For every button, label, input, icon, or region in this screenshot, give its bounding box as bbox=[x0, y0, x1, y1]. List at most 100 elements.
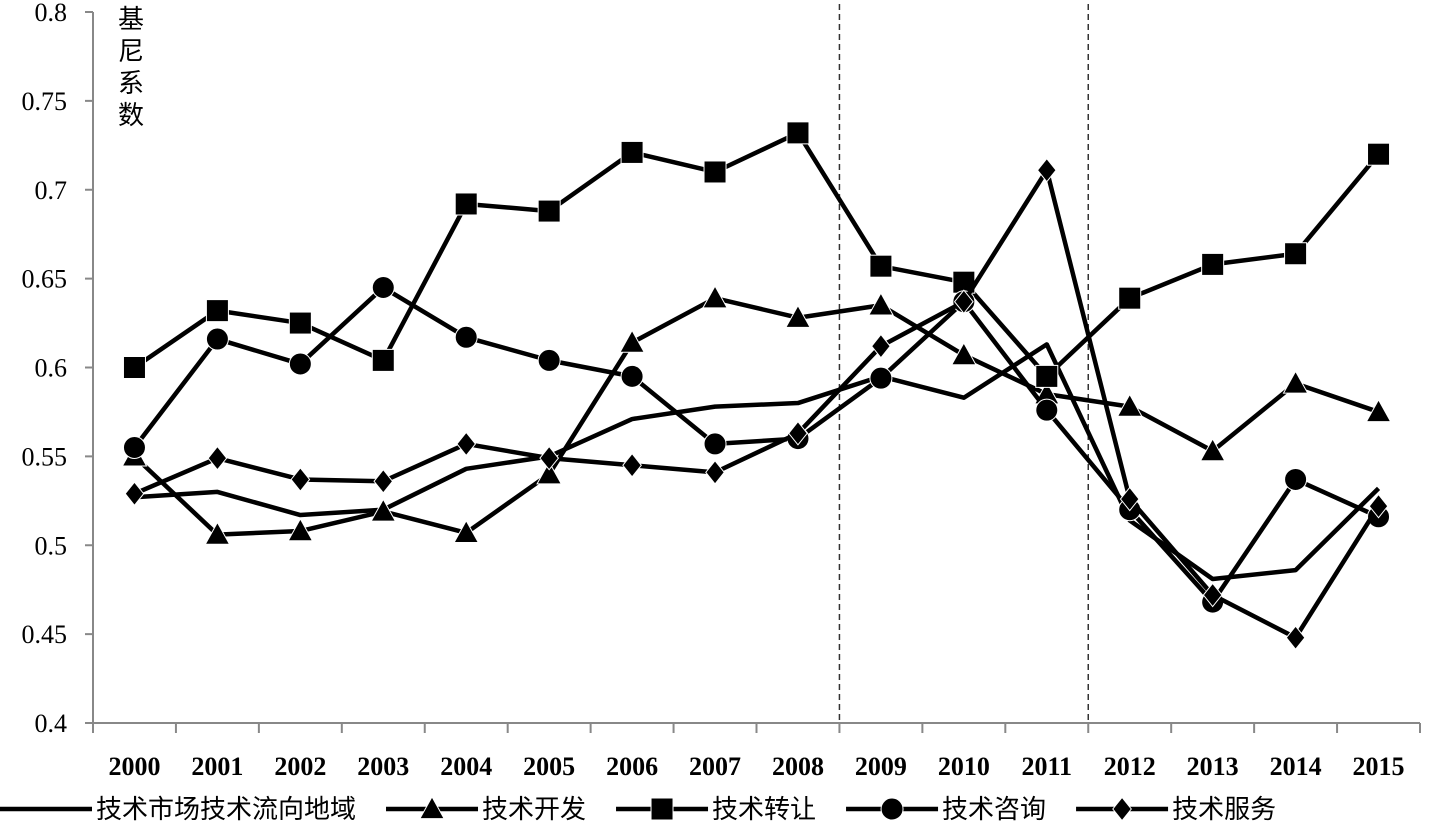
data-point bbox=[454, 325, 478, 349]
x-tick-label: 2014 bbox=[1270, 752, 1322, 781]
series-line bbox=[133, 167, 1381, 640]
data-point bbox=[702, 285, 728, 309]
legend-marker bbox=[880, 797, 904, 821]
legend-item: 技术转让 bbox=[616, 795, 816, 825]
x-tick-label: 2010 bbox=[938, 752, 990, 781]
data-point bbox=[869, 254, 893, 278]
data-point bbox=[207, 445, 228, 471]
series-layer bbox=[121, 121, 1392, 651]
data-point bbox=[371, 276, 395, 300]
data-point bbox=[537, 348, 561, 372]
x-tick-label: 2004 bbox=[440, 752, 492, 781]
data-point bbox=[288, 311, 312, 335]
legend-label: 技术咨询 bbox=[942, 795, 1046, 825]
data-point bbox=[537, 199, 561, 223]
axes: 0.4 0.45 0.5 0.55 0.6 0.65 0.7 0.75 0.8 2000 2001 2… bbox=[22, 0, 1421, 781]
legend-item: 技术服务 bbox=[1076, 795, 1276, 825]
data-point bbox=[867, 292, 894, 316]
data-point bbox=[1282, 370, 1309, 394]
legend-item: 技术市场技术流向地域 bbox=[0, 795, 356, 825]
y-tick-label: 0.5 bbox=[35, 531, 68, 560]
y-tick-label: 0.4 bbox=[35, 709, 68, 738]
data-point bbox=[204, 521, 231, 545]
x-tick-label: 2002 bbox=[274, 752, 326, 781]
x-tick-label: 2006 bbox=[606, 752, 658, 781]
x-tick-label: 2003 bbox=[357, 752, 409, 781]
data-point bbox=[869, 366, 893, 390]
series-line bbox=[132, 295, 1380, 537]
data-point bbox=[1035, 398, 1059, 422]
data-point bbox=[620, 364, 644, 388]
y-tick-label: 0.65 bbox=[22, 265, 68, 294]
y-tick-label: 0.45 bbox=[22, 620, 68, 649]
data-point bbox=[539, 445, 560, 471]
data-point bbox=[122, 435, 146, 459]
y-tick-label: 0.75 bbox=[22, 87, 68, 116]
data-point bbox=[1284, 467, 1308, 491]
data-point bbox=[371, 348, 395, 372]
data-point bbox=[703, 160, 727, 184]
data-point bbox=[453, 519, 480, 543]
data-point bbox=[1201, 252, 1225, 276]
legend-label: 技术转让 bbox=[712, 795, 816, 825]
data-point bbox=[373, 468, 394, 494]
data-point bbox=[536, 461, 563, 485]
series-line bbox=[134, 342, 1381, 582]
data-point bbox=[1118, 286, 1142, 310]
legend-marker bbox=[1112, 796, 1132, 822]
x-tick-label: 2008 bbox=[772, 752, 824, 781]
data-point bbox=[124, 481, 145, 507]
data-point bbox=[1036, 157, 1057, 183]
data-point bbox=[953, 289, 974, 315]
x-tick-label: 2013 bbox=[1187, 752, 1239, 781]
legend-marker bbox=[650, 797, 674, 821]
data-point bbox=[1365, 398, 1392, 423]
series-2 bbox=[122, 121, 1391, 388]
data-point bbox=[620, 140, 644, 164]
data-point bbox=[619, 329, 646, 353]
series-0 bbox=[134, 342, 1381, 582]
data-point bbox=[1285, 625, 1306, 651]
legend-marker bbox=[419, 795, 445, 820]
data-point bbox=[205, 327, 229, 351]
x-tick-label: 2007 bbox=[689, 752, 741, 781]
y-tick-label: 0.8 bbox=[35, 0, 68, 27]
x-tick-label: 2012 bbox=[1104, 752, 1156, 781]
data-point bbox=[122, 356, 146, 379]
series-4 bbox=[124, 157, 1389, 651]
x-tick-label: 2009 bbox=[855, 752, 907, 781]
legend-item: 技术咨询 bbox=[846, 795, 1046, 825]
series-line bbox=[132, 285, 1380, 605]
data-point bbox=[205, 299, 229, 323]
data-point bbox=[1284, 242, 1308, 266]
x-tick-label: 2001 bbox=[191, 752, 243, 781]
data-point bbox=[456, 431, 477, 457]
data-point bbox=[1116, 393, 1143, 417]
data-point bbox=[950, 341, 977, 366]
data-point bbox=[370, 498, 397, 522]
data-point bbox=[1367, 142, 1391, 166]
data-point bbox=[287, 517, 314, 542]
data-point bbox=[705, 460, 725, 485]
data-point bbox=[785, 304, 811, 328]
data-point bbox=[1035, 364, 1059, 388]
y-tick-label: 0.6 bbox=[35, 354, 68, 383]
y-axis-label: 基尼系数 bbox=[118, 5, 144, 131]
y-tick-label: 0.55 bbox=[22, 442, 68, 471]
data-point bbox=[1119, 486, 1140, 512]
y-axis-label-text: 基尼系数 bbox=[118, 5, 144, 131]
data-point bbox=[703, 432, 727, 456]
legend-label: 技术市场技术流向地域 bbox=[96, 795, 356, 825]
legend-item: 技术开发 bbox=[386, 795, 586, 825]
data-point bbox=[290, 467, 311, 492]
legend: 技术市场技术流向地域 技术开发 技术转让 技术咨询 技术服务 bbox=[0, 795, 1276, 825]
data-point bbox=[1368, 493, 1389, 519]
data-point bbox=[1202, 582, 1223, 608]
series-line bbox=[133, 130, 1381, 379]
data-point bbox=[786, 121, 810, 145]
data-point bbox=[622, 452, 642, 478]
legend-label: 技术服务 bbox=[1172, 795, 1276, 825]
x-tick-label: 2000 bbox=[108, 752, 160, 781]
legend-label: 技术开发 bbox=[482, 795, 586, 825]
x-tick-label: 2005 bbox=[523, 752, 575, 781]
